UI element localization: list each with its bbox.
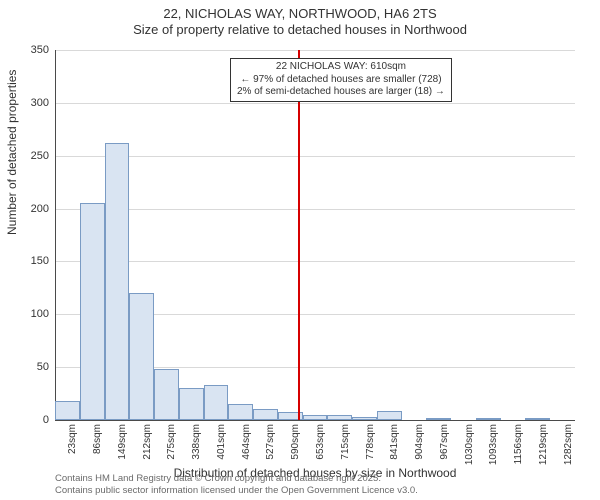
x-tick-label: 1093sqm bbox=[488, 424, 499, 465]
histogram-bar bbox=[253, 409, 278, 420]
plot-area: Distribution of detached houses by size … bbox=[55, 50, 575, 420]
x-tick-label: 1282sqm bbox=[563, 424, 574, 465]
x-tick-label: 967sqm bbox=[439, 424, 450, 460]
chart-title: 22, NICHOLAS WAY, NORTHWOOD, HA6 2TS Siz… bbox=[0, 0, 600, 39]
histogram-bar bbox=[426, 418, 451, 420]
y-tick-label: 0 bbox=[43, 414, 49, 426]
title-line-1: 22, NICHOLAS WAY, NORTHWOOD, HA6 2TS bbox=[163, 6, 436, 21]
y-tick-label: 150 bbox=[31, 255, 49, 267]
annotation-box: 22 NICHOLAS WAY: 610sqm ← 97% of detached… bbox=[230, 58, 452, 102]
footnote-line-1: Contains HM Land Registry data © Crown c… bbox=[55, 473, 381, 484]
y-tick-label: 100 bbox=[31, 308, 49, 320]
y-tick-label: 300 bbox=[31, 97, 49, 109]
x-tick-label: 23sqm bbox=[67, 424, 78, 454]
histogram-bar bbox=[55, 401, 80, 420]
gridline bbox=[55, 156, 575, 157]
y-axis-label: Number of detached properties bbox=[5, 70, 19, 235]
x-tick-label: 464sqm bbox=[241, 424, 252, 460]
y-tick-label: 250 bbox=[31, 150, 49, 162]
x-axis-line bbox=[55, 420, 575, 421]
x-tick-label: 1156sqm bbox=[513, 424, 524, 464]
x-tick-label: 653sqm bbox=[315, 424, 326, 460]
y-axis-line bbox=[55, 50, 56, 420]
histogram-bar bbox=[476, 418, 501, 420]
y-tick-label: 200 bbox=[31, 203, 49, 215]
annotation-line-2: ← 97% of detached houses are smaller (72… bbox=[240, 74, 441, 85]
x-tick-label: 1030sqm bbox=[464, 424, 475, 465]
x-tick-label: 401sqm bbox=[216, 424, 227, 460]
x-tick-label: 86sqm bbox=[92, 424, 103, 454]
histogram-bar bbox=[204, 385, 229, 420]
chart-container: 22, NICHOLAS WAY, NORTHWOOD, HA6 2TS Siz… bbox=[0, 0, 600, 500]
histogram-bar bbox=[525, 418, 550, 420]
x-tick-label: 715sqm bbox=[340, 424, 351, 460]
histogram-bar bbox=[80, 203, 105, 420]
x-tick-label: 841sqm bbox=[389, 424, 400, 460]
x-tick-label: 527sqm bbox=[265, 424, 276, 460]
histogram-bar bbox=[352, 417, 377, 420]
x-tick-label: 338sqm bbox=[191, 424, 202, 460]
histogram-bar bbox=[154, 369, 179, 420]
histogram-bar bbox=[377, 411, 402, 421]
histogram-bar bbox=[105, 143, 130, 420]
x-tick-label: 778sqm bbox=[365, 424, 376, 460]
marker-line bbox=[298, 50, 300, 420]
x-tick-label: 590sqm bbox=[290, 424, 301, 460]
y-tick-label: 350 bbox=[31, 44, 49, 56]
annotation-line-1: 22 NICHOLAS WAY: 610sqm bbox=[276, 61, 406, 72]
y-tick-label: 50 bbox=[37, 361, 49, 373]
footnote-line-2: Contains public sector information licen… bbox=[55, 485, 418, 496]
title-line-2: Size of property relative to detached ho… bbox=[133, 22, 467, 37]
histogram-bar bbox=[129, 293, 154, 420]
gridline bbox=[55, 209, 575, 210]
x-tick-label: 212sqm bbox=[142, 424, 153, 460]
x-tick-label: 904sqm bbox=[414, 424, 425, 460]
histogram-bar bbox=[228, 404, 253, 420]
footnote: Contains HM Land Registry data © Crown c… bbox=[55, 473, 418, 496]
x-tick-label: 275sqm bbox=[166, 424, 177, 460]
x-tick-label: 1219sqm bbox=[538, 424, 549, 465]
histogram-bar bbox=[303, 415, 328, 420]
gridline bbox=[55, 50, 575, 51]
histogram-bar bbox=[327, 415, 352, 420]
gridline bbox=[55, 103, 575, 104]
x-tick-label: 149sqm bbox=[117, 424, 128, 460]
annotation-line-3: 2% of semi-detached houses are larger (1… bbox=[237, 86, 445, 97]
histogram-bar bbox=[179, 388, 204, 420]
gridline bbox=[55, 261, 575, 262]
